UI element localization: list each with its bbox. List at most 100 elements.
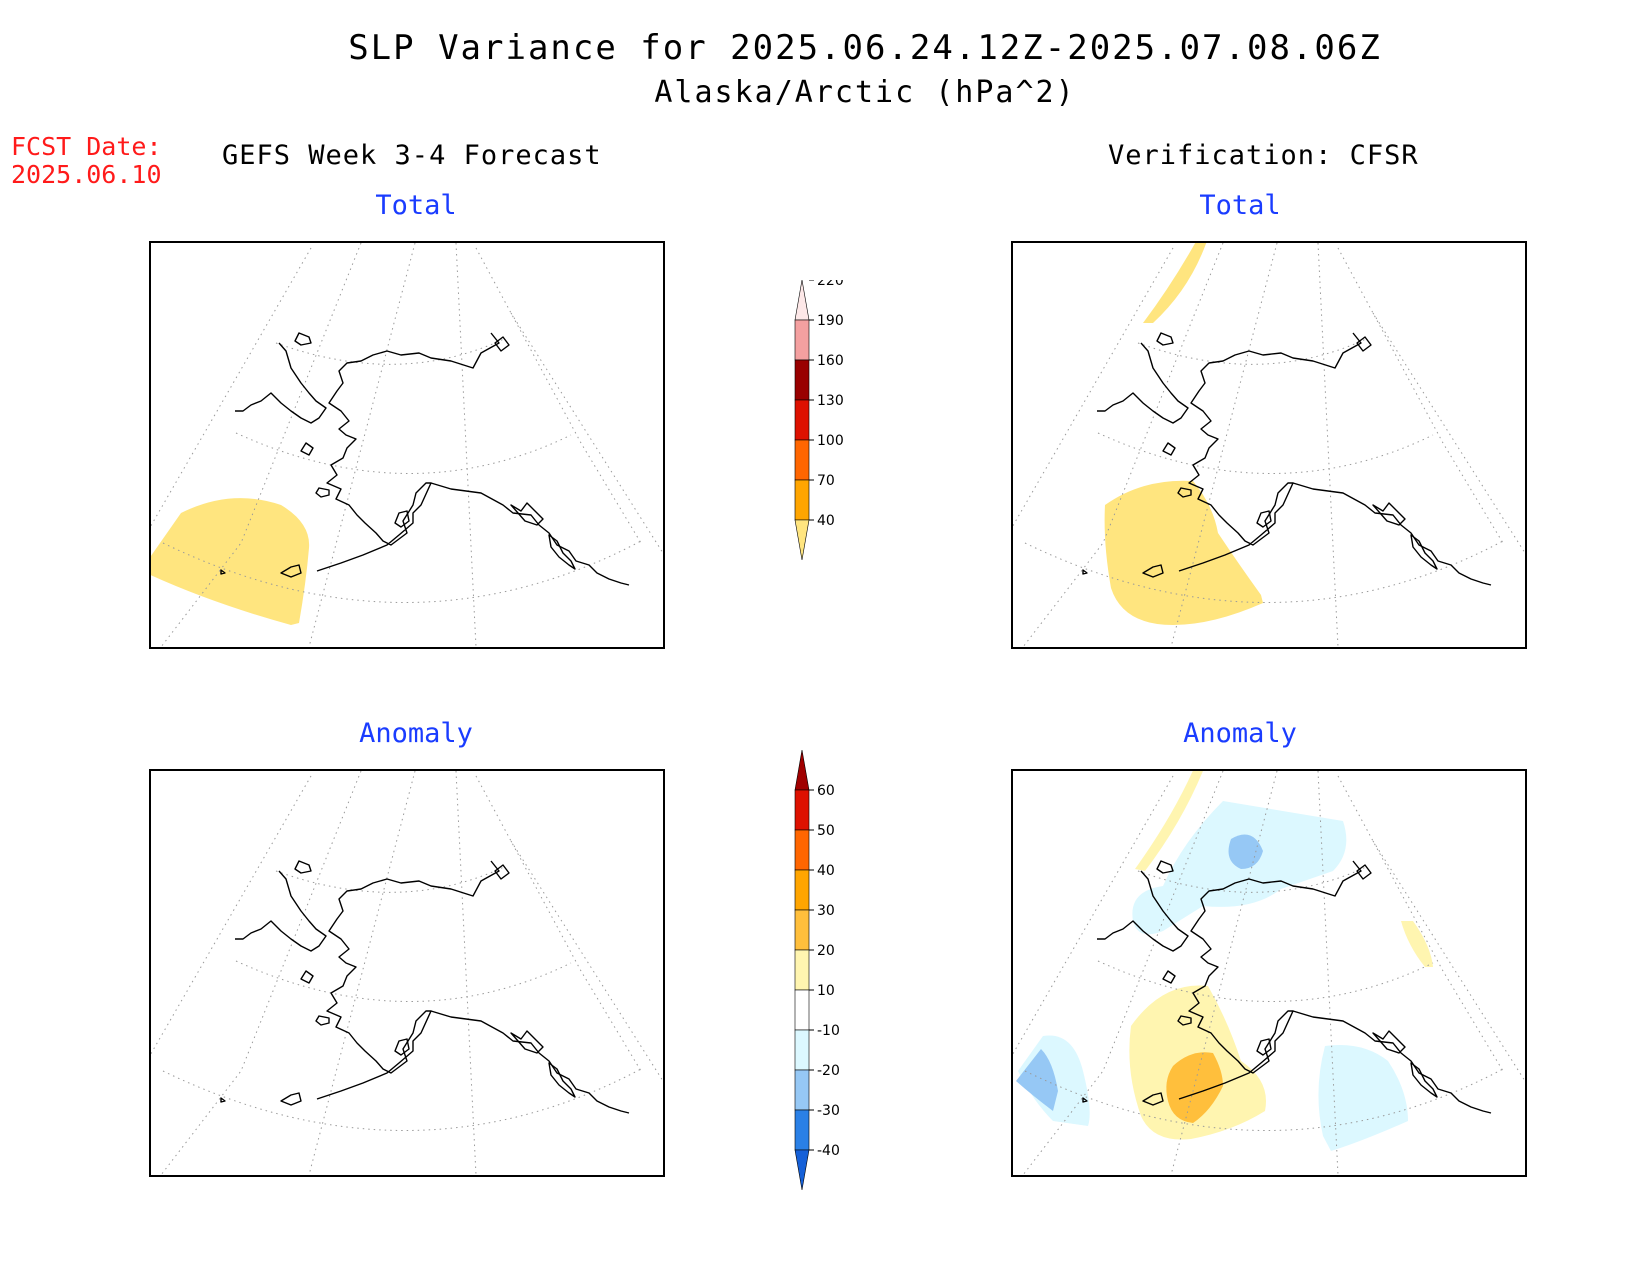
graticule-line xyxy=(510,312,663,554)
coastline xyxy=(510,1030,544,1054)
verification-column-title: Verification: CFSR xyxy=(1108,140,1419,171)
coastline xyxy=(280,564,302,578)
colorbar-label: 130 xyxy=(817,393,844,409)
colorbar-label: 100 xyxy=(817,433,844,449)
graticule-line xyxy=(1317,243,1339,647)
colorbar-label: -20 xyxy=(817,1063,840,1079)
coastline xyxy=(220,1097,226,1103)
coastline xyxy=(315,1015,330,1026)
coastline xyxy=(1372,502,1406,526)
chart-subtitle: Alaska/Arctic (hPa^2) xyxy=(654,75,1076,110)
graticule-line xyxy=(475,775,642,1072)
coastline xyxy=(1097,342,1189,424)
colorbar-label: 30 xyxy=(817,903,835,919)
coastline xyxy=(1410,1062,1438,1098)
colorbar-swatch xyxy=(794,909,810,951)
colorbar-swatch xyxy=(794,439,810,481)
graticule-line xyxy=(455,243,477,647)
colorbar-swatch xyxy=(794,829,810,871)
coastline xyxy=(494,336,510,352)
coastline xyxy=(1156,332,1174,346)
coastline xyxy=(1177,487,1192,498)
coastline xyxy=(1142,564,1164,578)
coastline xyxy=(1256,1038,1272,1056)
coastline xyxy=(1142,1092,1164,1106)
panel-title-forecast-total: Total xyxy=(375,190,457,221)
colorbar-swatch xyxy=(794,869,810,911)
colorbar-swatch xyxy=(794,319,810,361)
colorbar-label: 190 xyxy=(817,313,844,329)
graticule-line xyxy=(1337,775,1504,1072)
colorbar-label: 220 xyxy=(817,280,844,289)
graticule-line xyxy=(308,771,416,1175)
coastline xyxy=(235,870,327,952)
shaded-region xyxy=(1135,771,1203,871)
coastline xyxy=(1082,569,1088,575)
map-svg xyxy=(151,243,663,647)
coastline xyxy=(316,860,500,1100)
coastline xyxy=(548,534,576,570)
colorbar-top-arrow xyxy=(794,750,810,791)
panel-title-verification-anomaly: Anomaly xyxy=(1183,718,1297,749)
shaded-region xyxy=(1143,243,1207,323)
coastline xyxy=(1356,864,1372,880)
coastline xyxy=(300,970,314,984)
coastline xyxy=(1177,1015,1192,1026)
colorbar-swatch xyxy=(794,399,810,441)
map-panel-verification-anomaly xyxy=(1011,769,1527,1177)
coastline xyxy=(315,487,330,498)
map-panel-forecast-anomaly xyxy=(149,769,665,1177)
colorbar-label: -40 xyxy=(817,1143,840,1159)
colorbar-label: 70 xyxy=(817,473,835,489)
coastline xyxy=(1178,860,1362,1100)
coastline xyxy=(1356,336,1372,352)
graticule-line xyxy=(1317,771,1339,1175)
colorbar-label: 40 xyxy=(817,513,835,529)
colorbar-top-arrow xyxy=(794,280,810,321)
map-panel-verification-total xyxy=(1011,241,1527,649)
coastline xyxy=(1178,332,1362,572)
graticule-line xyxy=(235,432,572,474)
coastline xyxy=(1292,482,1492,586)
graticule-line xyxy=(235,960,572,1002)
colorbar-label: 50 xyxy=(817,823,835,839)
panel-title-verification-total: Total xyxy=(1199,190,1281,221)
coastline xyxy=(430,482,630,586)
graticule-line xyxy=(510,840,663,1082)
graticule-line xyxy=(1097,432,1434,474)
coastline xyxy=(316,332,500,572)
coastline xyxy=(1162,970,1176,984)
colorbar-swatch xyxy=(794,1109,810,1151)
graticule-line xyxy=(162,1068,642,1131)
coastline xyxy=(1372,1030,1406,1054)
colorbar-swatch xyxy=(794,1069,810,1111)
colorbar-swatch xyxy=(794,949,810,991)
graticule-line xyxy=(475,247,642,544)
colorbar-total: 40 70 100 130 160 190 220 xyxy=(794,280,844,561)
shaded-region xyxy=(1016,1049,1058,1111)
graticule-line xyxy=(455,771,477,1175)
coastline xyxy=(294,332,312,346)
coastline xyxy=(510,502,544,526)
graticule-line xyxy=(1024,540,1504,603)
coastline xyxy=(300,442,314,456)
colorbar-label: -10 xyxy=(817,1023,840,1039)
coastline xyxy=(294,860,312,874)
graticule-line xyxy=(160,771,362,1175)
coastline xyxy=(1410,534,1438,570)
chart-title: SLP Variance for 2025.06.24.12Z-2025.07.… xyxy=(348,28,1382,68)
coastline xyxy=(1082,1097,1088,1103)
coastline xyxy=(1097,870,1189,952)
coastline xyxy=(548,1062,576,1098)
coastline xyxy=(1156,860,1174,874)
coastline xyxy=(1292,1010,1492,1114)
forecast-date-label: FCST Date: xyxy=(11,132,162,161)
coastline xyxy=(235,342,327,424)
colorbar-swatch xyxy=(794,359,810,401)
coastline xyxy=(394,510,410,528)
graticule-line xyxy=(308,243,416,647)
coastline xyxy=(1162,442,1176,456)
coastline xyxy=(220,569,226,575)
coastline xyxy=(280,1092,302,1106)
graticule-line xyxy=(151,775,312,1055)
